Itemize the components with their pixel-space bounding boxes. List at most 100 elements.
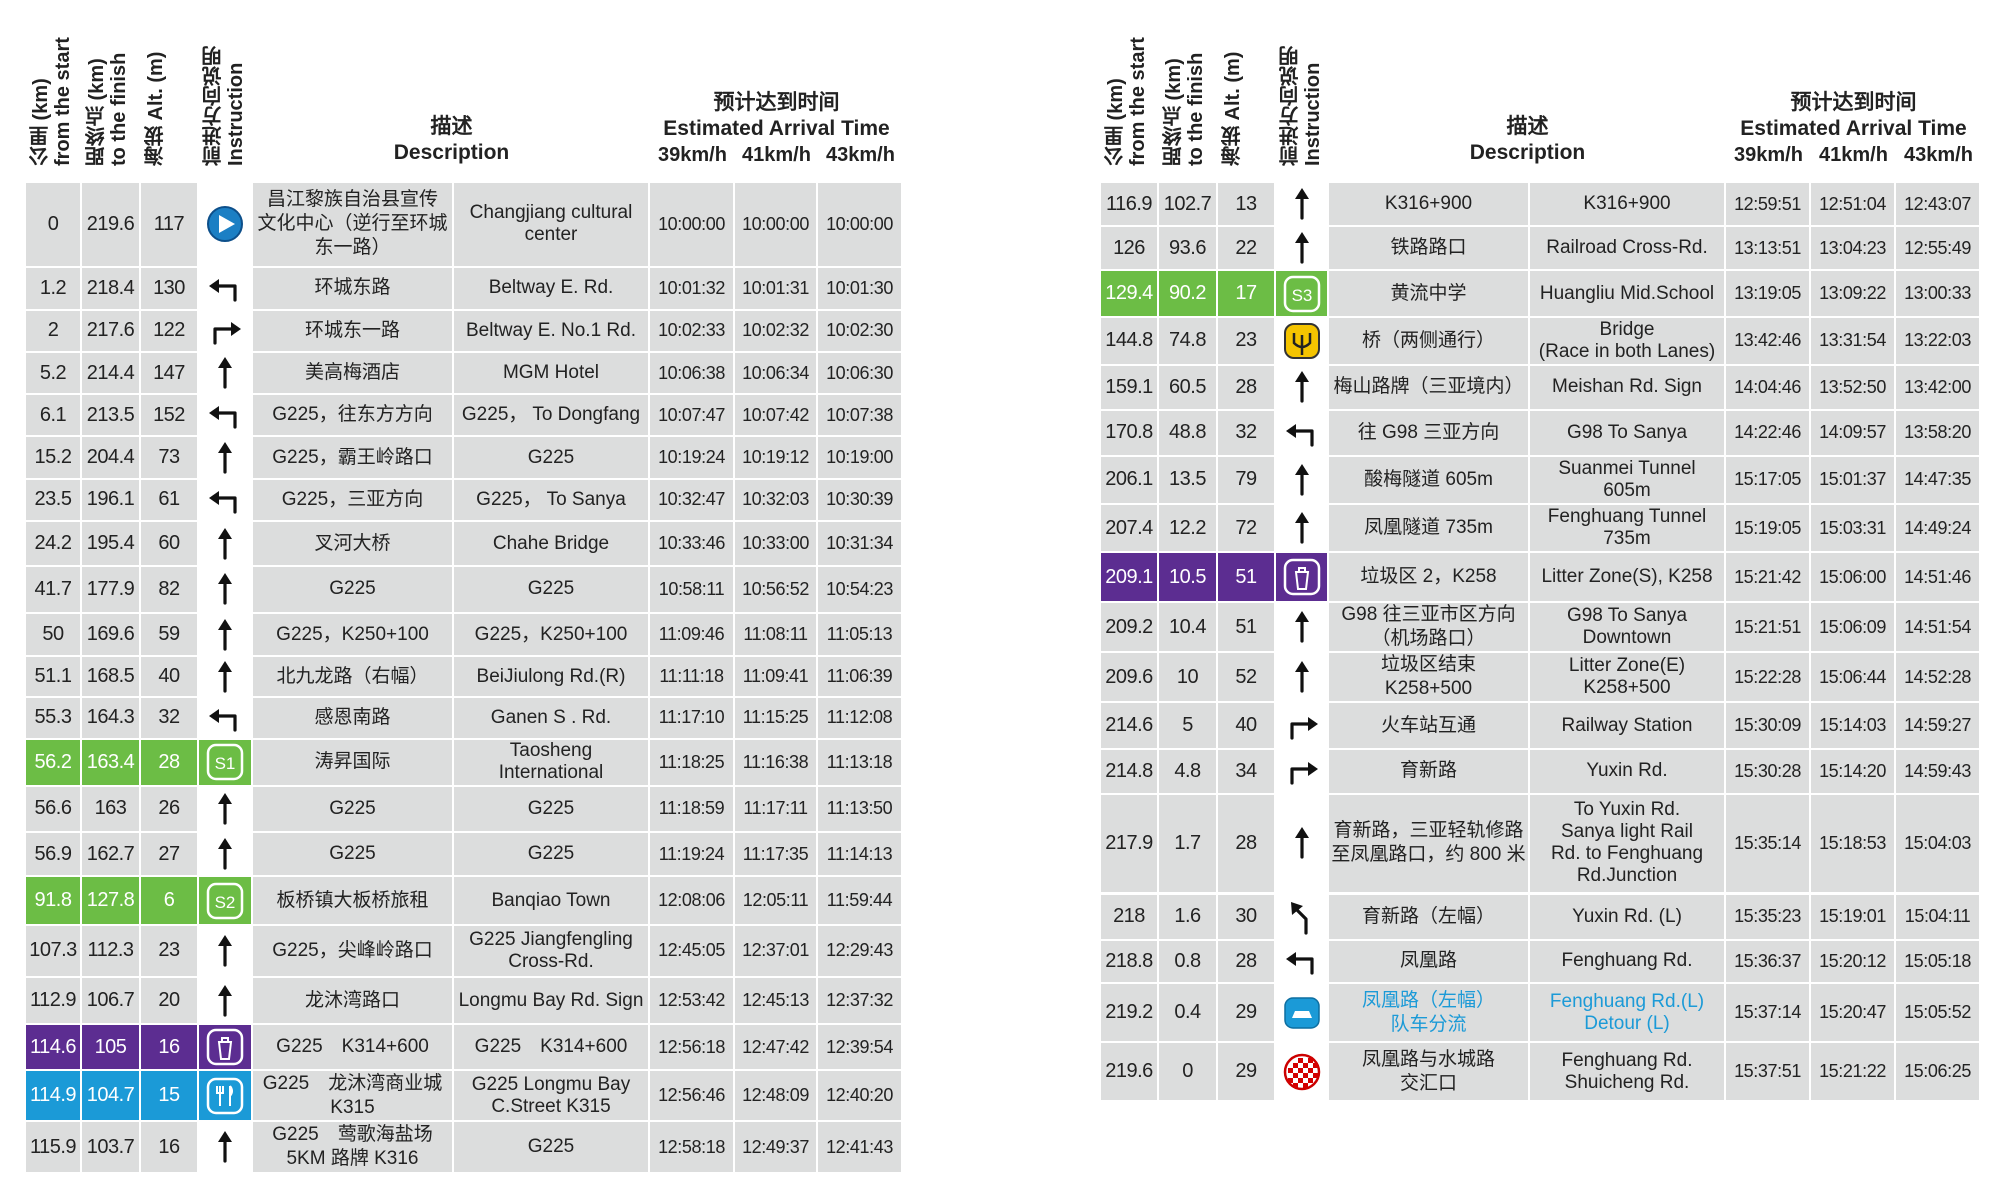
to-finish-cell: 12.2 [1159,504,1216,552]
to-finish-cell: 1.6 [1159,894,1216,939]
desc-en-cell: BeiJiulong Rd.(R) [454,657,648,696]
desc-cn-cell: 涛昇国际 [253,740,452,785]
t41-cell: 11:16:38 [735,740,816,785]
header-speed: 39km/h [658,144,727,166]
to-finish-cell: 204.4 [82,437,139,478]
t39-cell: 15:37:51 [1726,1043,1809,1101]
instruction-icon [218,934,232,967]
km-cell: 115.9 [26,1122,80,1172]
arrow-head [218,1131,232,1143]
alt-cell: 26 [141,786,197,831]
alt-cell: 52 [1218,653,1274,702]
to-finish-cell: 90.2 [1159,271,1216,316]
km-cell: 114.9 [26,1071,80,1121]
desc-en-cell: MGM Hotel [454,352,648,394]
sign-icon [206,882,244,919]
instruction-icon [218,660,232,693]
desc-en-cell: G225， To Dongfang [454,395,648,436]
instruction-cell: S1 [199,740,251,785]
start-arrow [219,215,235,234]
to-finish-cell: 164.3 [82,697,139,739]
t39-cell: 12:56:18 [650,1025,733,1070]
sign-icon [1283,275,1320,312]
header-label: 前进方向说明 Instruction [1280,46,1324,166]
alt-cell: 147 [141,352,197,394]
checker [1292,1062,1298,1068]
desc-cn-cell: 铁路路口 [1329,227,1528,270]
arrow [213,327,235,345]
instruction-cell [1276,553,1327,601]
header-eta: 预计达到时间 Estimated Arrival Time [663,91,890,140]
t41-cell: 10:56:52 [735,566,816,612]
t39-cell: 15:35:23 [1726,894,1809,939]
t43-cell: 13:42:00 [1896,365,1979,410]
desc-cn-cell: 垃圾区 2，K258 [1329,553,1528,601]
km-cell: 0 [26,183,80,266]
checker [1292,1072,1298,1078]
header-label: 前进方向说明 Instruction [203,46,247,166]
to-finish-cell: 10 [1159,653,1216,702]
desc-cn-cell: G225 [253,832,452,876]
instruction-cell [199,697,251,739]
to-finish-cell: 177.9 [82,566,139,612]
arrow-head [209,279,219,294]
t41-cell: 15:01:37 [1811,456,1894,503]
t41-cell: 15:14:03 [1811,703,1894,748]
instruction-cell [1276,183,1327,226]
to-finish-cell: 169.6 [82,613,139,656]
t43-cell: 11:13:50 [818,786,901,831]
header-description: 描述 Description [1469,115,1586,164]
t43-cell: 12:37:32 [818,977,901,1024]
arrow [215,714,237,732]
t43-cell: 15:06:25 [1896,1043,1979,1101]
desc-cn-cell: G225 K314+600 [253,1025,452,1070]
desc-en-cell: Meishan Rd. Sign [1530,365,1724,410]
arrow [1291,429,1314,447]
desc-en-cell: Beltway E. Rd. [454,267,648,309]
km-cell: 24.2 [26,522,80,565]
alt-cell: 27 [141,832,197,876]
instruction-icon [206,1077,244,1114]
t39-cell: 11:11:18 [650,657,733,696]
t39-cell: 15:17:05 [1726,456,1809,503]
t41-cell: 15:20:12 [1811,940,1894,983]
alt-cell: 29 [1218,1043,1274,1101]
t43-cell: 11:14:13 [818,832,901,876]
instruction-icon [218,618,232,651]
to-finish-cell: 10.5 [1159,553,1216,601]
t43-cell: 14:59:43 [1896,749,1979,793]
arrow [1293,906,1308,935]
desc-en-cell: G98 To Sanya [1530,411,1724,455]
instruction-icon [1294,371,1309,404]
km-cell: 56.9 [26,832,80,876]
t43-cell: 13:58:20 [1896,411,1979,455]
alt-cell: 82 [141,566,197,612]
instruction-icon [213,321,241,345]
desc-en-cell: Railroad Cross-Rd. [1530,227,1724,270]
desc-en-cell: G225，K250+100 [454,613,648,656]
desc-en-cell: Longmu Bay Rd. Sign [454,977,648,1024]
alt-cell: 51 [1218,602,1274,652]
arrow-head [1285,423,1296,438]
alt-cell: 122 [141,310,197,351]
litter-icon [1283,558,1320,596]
t39-cell: 12:08:06 [650,877,733,924]
instruction-icon [1294,512,1309,544]
to-finish-cell: 102.7 [1159,183,1216,226]
t43-cell: 14:59:27 [1896,703,1979,748]
km-cell: 5.2 [26,352,80,394]
instruction-cell: S2 [199,877,251,924]
alt-cell: 72 [1218,504,1274,552]
sign-icon [206,744,244,781]
to-finish-cell: 219.6 [82,183,139,266]
alt-cell: 61 [141,479,197,521]
checker [1302,1082,1308,1088]
instruction-icon [1294,232,1309,264]
desc-en-cell: Beltway E. No.1 Rd. [454,310,648,351]
desc-en-cell: Huangliu Mid.School [1530,271,1724,316]
to-finish-cell: 213.5 [82,395,139,436]
km-cell: 91.8 [26,877,80,924]
alt-cell: 28 [141,740,197,785]
desc-cn-cell: G225 莺歌海盐场 5KM 路牌 K316 [253,1122,452,1172]
km-cell: 41.7 [26,566,80,612]
